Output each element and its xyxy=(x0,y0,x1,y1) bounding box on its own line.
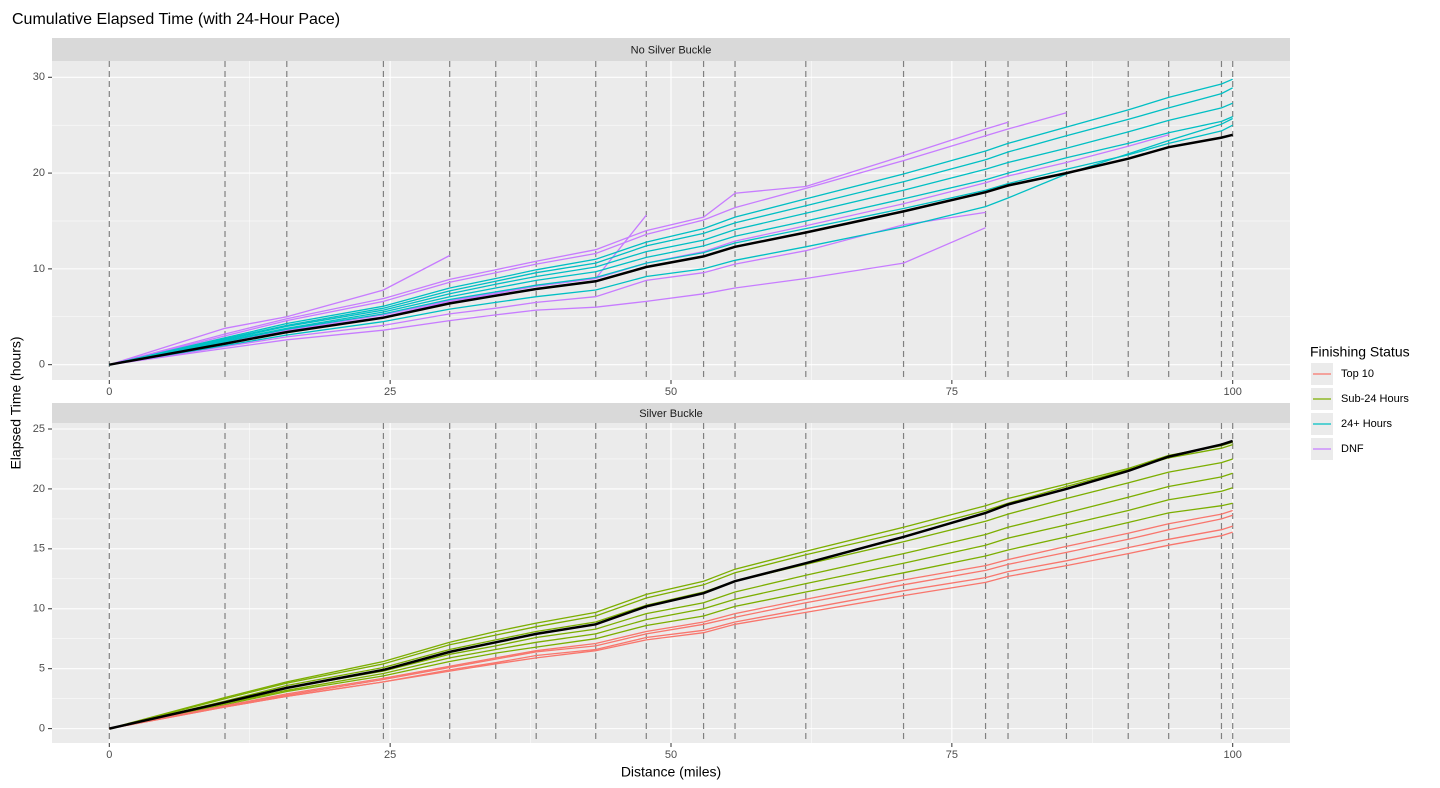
runner-line xyxy=(109,487,1233,730)
x-tick-label: 100 xyxy=(1224,749,1242,761)
x-tick-label: 75 xyxy=(946,386,958,398)
y-tick-label: 20 xyxy=(33,167,45,179)
x-tick-label: 0 xyxy=(106,749,112,761)
x-tick-label: 75 xyxy=(946,749,958,761)
runner-line xyxy=(109,211,986,366)
legend-label: 24+ Hours xyxy=(1341,418,1393,430)
y-tick-label: 0 xyxy=(39,359,45,371)
x-tick-label: 50 xyxy=(665,749,677,761)
runner-line xyxy=(109,227,986,366)
legend-label: Sub-24 Hours xyxy=(1341,393,1409,405)
runner-line xyxy=(109,87,1233,366)
runner-line xyxy=(109,112,1067,366)
runner-line xyxy=(109,117,1233,366)
x-tick-label: 25 xyxy=(384,386,396,398)
runner-line xyxy=(109,254,451,366)
y-tick-label: 0 xyxy=(39,723,45,735)
runner-line xyxy=(109,509,1233,730)
y-tick-label: 30 xyxy=(33,71,45,83)
runner-line xyxy=(109,116,1233,366)
pace-line xyxy=(109,133,1234,366)
runner-line xyxy=(109,78,1233,366)
x-tick-label: 50 xyxy=(665,386,677,398)
legend-label: Top 10 xyxy=(1341,368,1374,380)
strip xyxy=(52,38,1290,61)
runner-line xyxy=(109,531,1233,730)
pace-line xyxy=(109,439,1234,730)
y-tick-label: 20 xyxy=(33,483,45,495)
runner-line xyxy=(109,441,1233,730)
runner-line xyxy=(109,502,1233,730)
runner-line xyxy=(109,514,1233,730)
y-tick-label: 15 xyxy=(33,543,45,555)
runner-line xyxy=(109,472,1233,730)
panel-title: Silver Buckle xyxy=(639,408,703,420)
legend-label: DNF xyxy=(1341,443,1364,455)
strip xyxy=(52,403,1290,423)
chart-title: Cumulative Elapsed Time (with 24-Hour Pa… xyxy=(12,11,340,28)
x-tick-label: 0 xyxy=(106,386,112,398)
y-tick-label: 10 xyxy=(33,603,45,615)
runner-line xyxy=(109,102,1233,366)
runner-line xyxy=(109,443,1233,730)
y-tick-label: 25 xyxy=(33,423,45,435)
y-tick-label: 10 xyxy=(33,263,45,275)
x-tick-label: 25 xyxy=(384,749,396,761)
panel-title: No Silver Buckle xyxy=(631,44,712,56)
runner-line xyxy=(109,121,1009,366)
y-tick-label: 5 xyxy=(39,663,45,675)
y-axis-label: Elapsed Time (hours) xyxy=(8,336,24,469)
legend-title: Finishing Status xyxy=(1310,344,1410,360)
x-tick-label: 100 xyxy=(1224,386,1242,398)
x-axis-label: Distance (miles) xyxy=(621,764,721,780)
